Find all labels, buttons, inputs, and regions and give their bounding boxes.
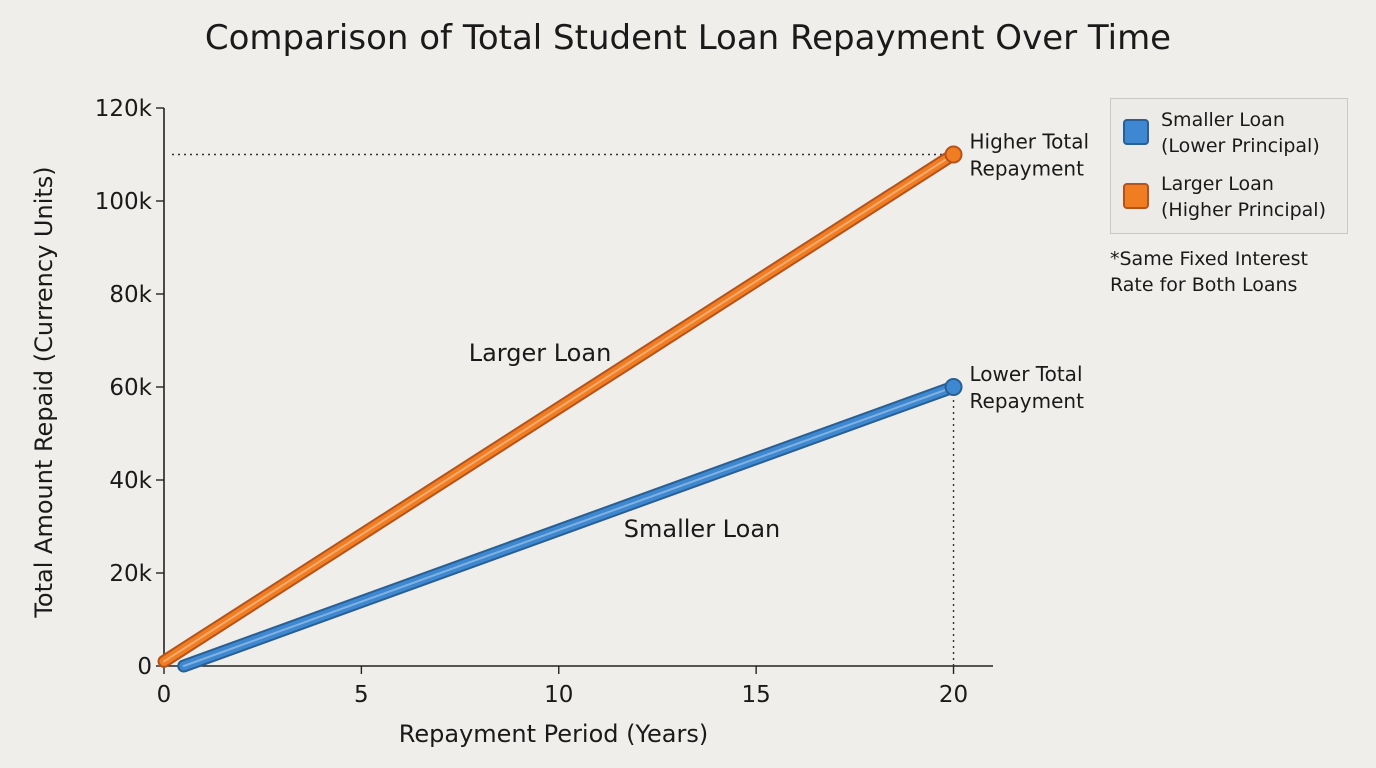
series-line-1 [159, 150, 959, 666]
legend-entry-smaller-loan: Smaller Loan (Lower Principal) [1123, 107, 1343, 161]
y-tick-label: 60k [109, 375, 152, 401]
x-tick-label: 15 [742, 682, 771, 708]
note-line-2: Rate for Both Loans [1110, 274, 1298, 296]
y-tick-label: 100k [95, 189, 153, 215]
series-end-annotation-0-0: Lower Total [970, 362, 1083, 386]
series-line-0 [179, 382, 959, 671]
chart-title: Comparison of Total Student Loan Repayme… [204, 18, 1172, 58]
x-tick-label: 5 [354, 682, 369, 708]
series-end-annotation-0-1: Repayment [970, 389, 1085, 413]
x-axis-label: Repayment Period (Years) [399, 720, 708, 748]
y-axis-label: Total Amount Repaid (Currency Units) [30, 166, 58, 618]
legend-label-larger-loan-line1: Larger Loan [1161, 173, 1274, 195]
note-line-1: *Same Fixed Interest [1110, 248, 1308, 270]
legend-label-smaller-loan-line2: (Lower Principal) [1161, 135, 1320, 157]
series-inline-label-0: Smaller Loan [624, 515, 780, 543]
legend: Smaller Loan (Lower Principal) Larger Lo… [1110, 98, 1348, 234]
x-tick-label: 20 [939, 682, 968, 708]
y-tick-label: 120k [95, 96, 153, 122]
series-end-point-1 [944, 145, 963, 164]
series-end-annotation-1-1: Repayment [970, 157, 1085, 181]
x-tick-label: 0 [157, 682, 172, 708]
legend-label-smaller-loan-line1: Smaller Loan [1161, 109, 1285, 131]
y-tick-label: 40k [109, 468, 152, 494]
x-tick-label: 10 [544, 682, 573, 708]
y-tick-label: 0 [137, 654, 152, 680]
y-tick-label: 20k [109, 561, 152, 587]
interest-rate-note: *Same Fixed Interest Rate for Both Loans [1110, 246, 1308, 298]
series-line-highlight-0 [182, 386, 955, 667]
series-end-annotation-1-0: Higher Total [970, 130, 1090, 154]
series-line-highlight-1 [163, 153, 955, 663]
legend-swatch-larger-loan [1123, 183, 1149, 209]
legend-label-larger-loan-line2: (Higher Principal) [1161, 199, 1326, 221]
series-end-point-0 [944, 378, 963, 396]
legend-entry-larger-loan: Larger Loan (Higher Principal) [1123, 171, 1343, 225]
legend-swatch-smaller-loan [1123, 119, 1149, 145]
series-inline-label-1: Larger Loan [469, 339, 612, 367]
y-tick-label: 80k [109, 282, 152, 308]
